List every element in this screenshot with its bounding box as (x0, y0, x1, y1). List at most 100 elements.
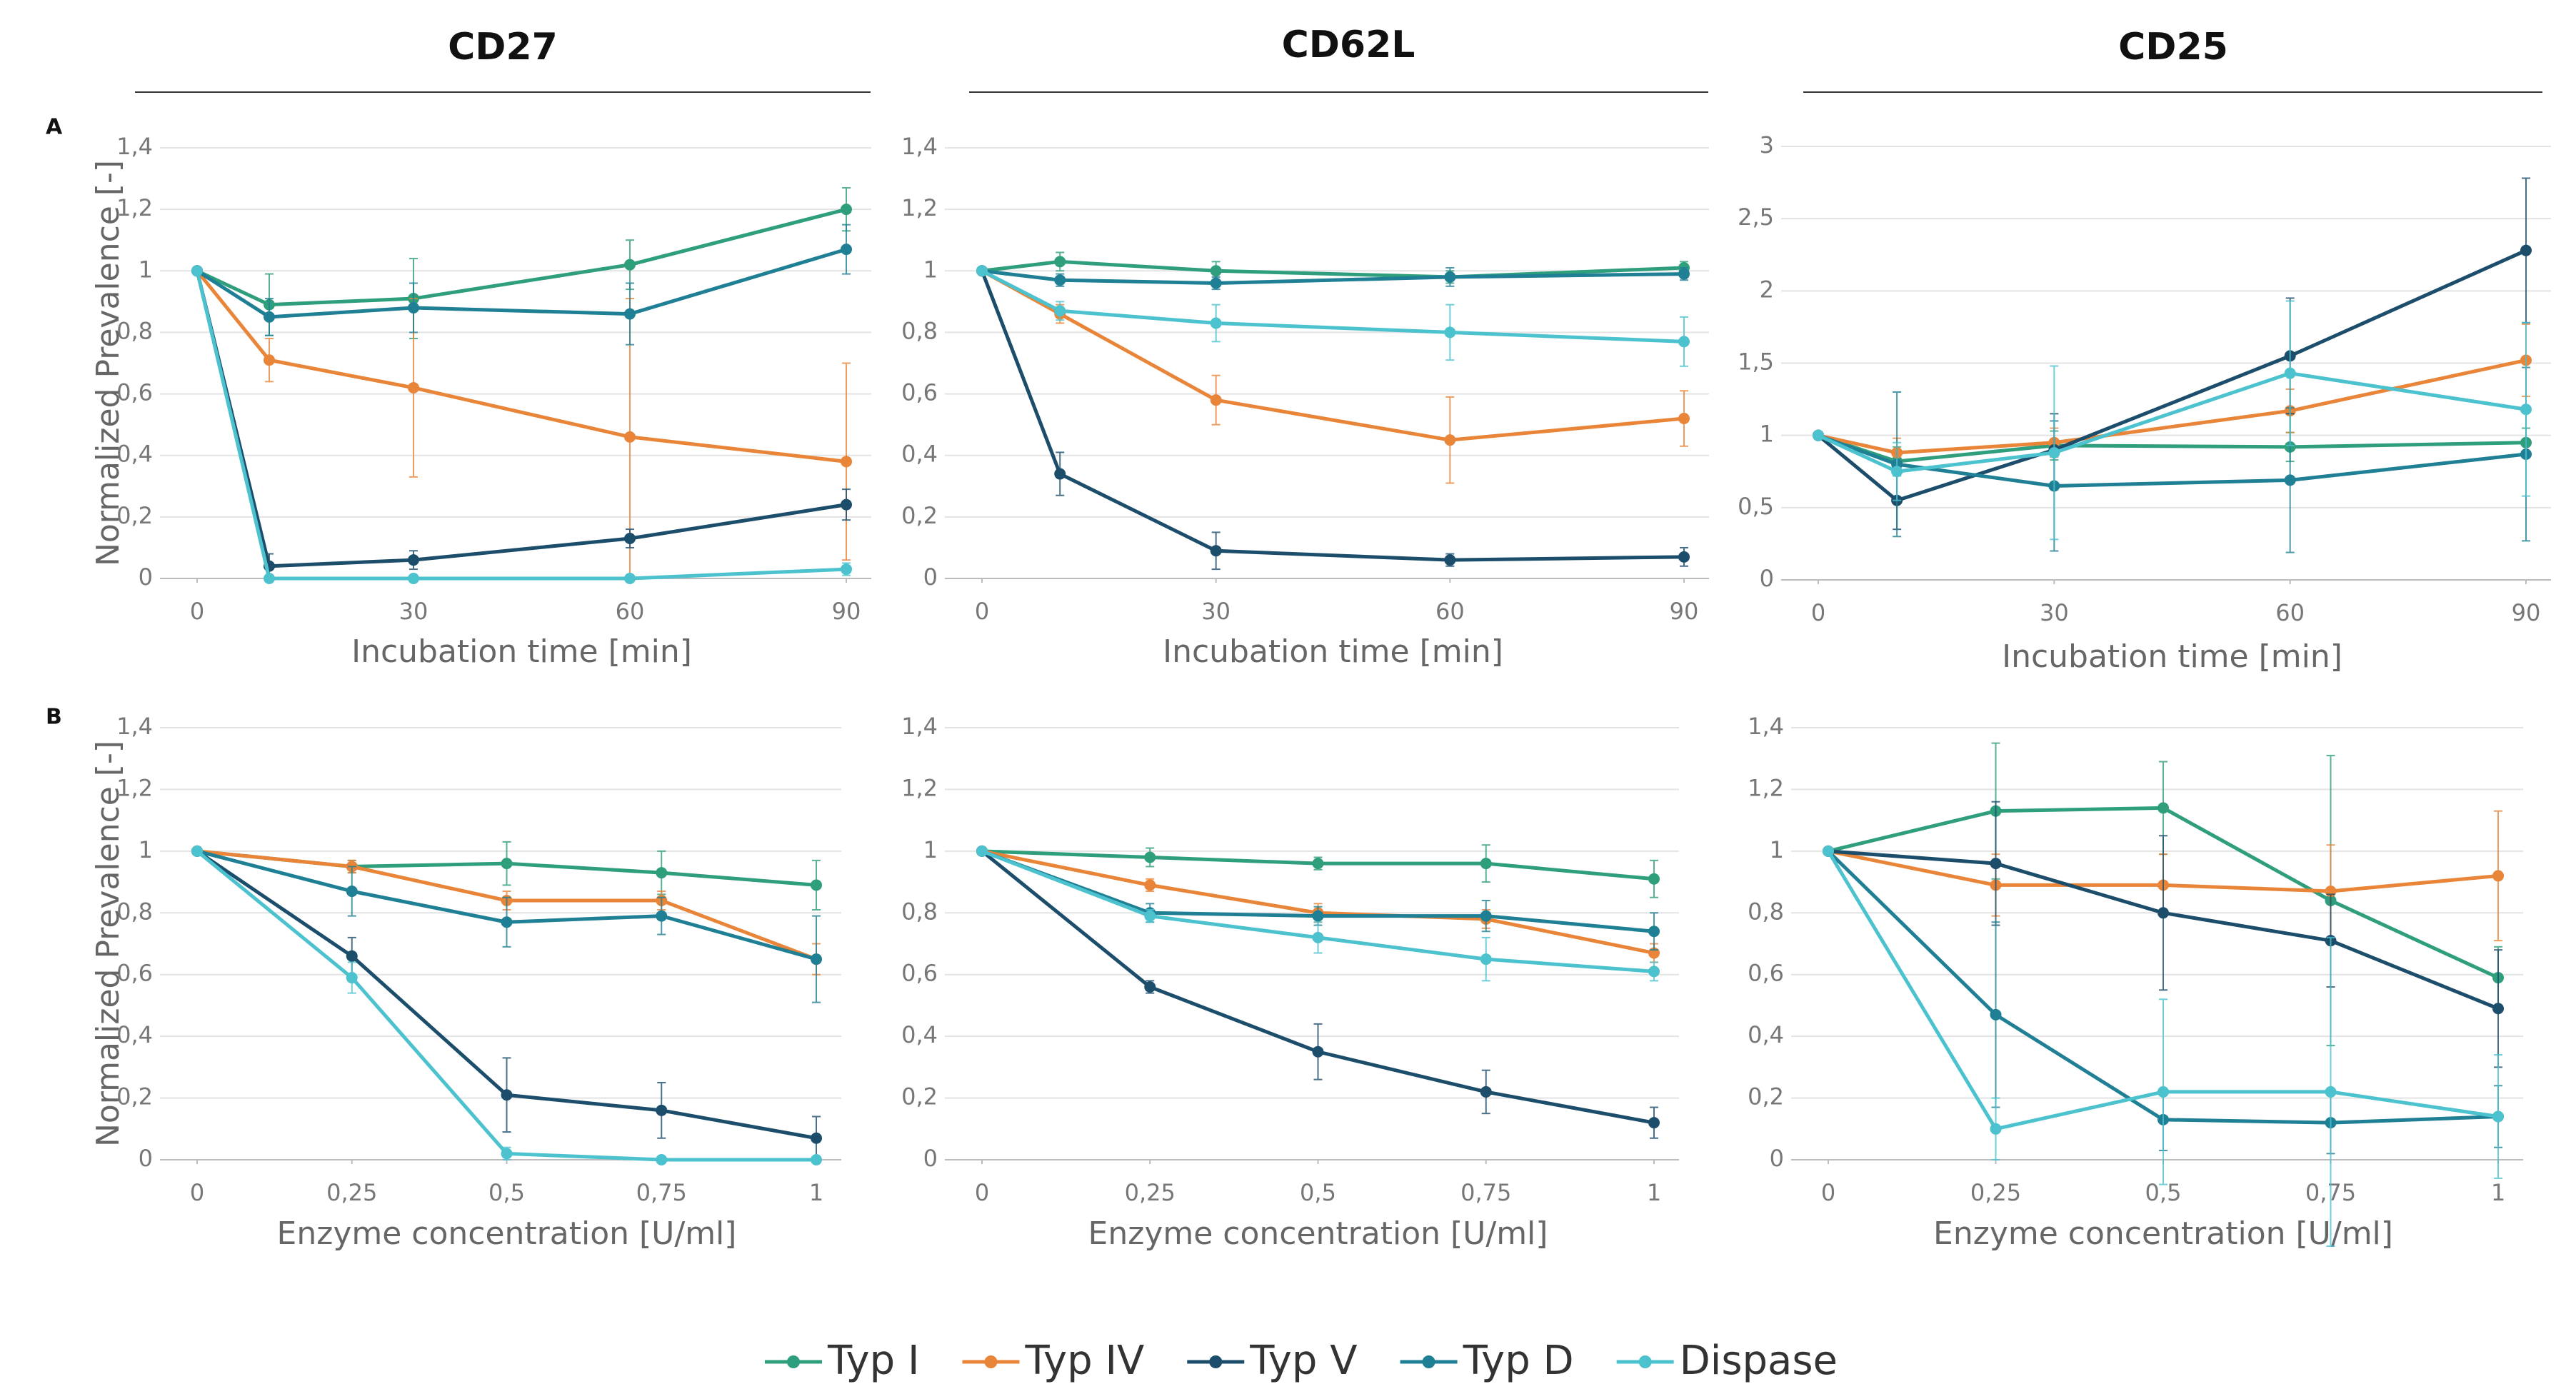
point (1144, 910, 1156, 922)
point (501, 1148, 513, 1160)
series-line (1818, 433, 2527, 463)
x-tick-label: 0,25 (1125, 1179, 1176, 1206)
y-tick-label: 0 (139, 563, 153, 591)
point (2520, 403, 2532, 416)
y-tick-label: 1,5 (1738, 348, 1774, 376)
point (1210, 394, 1222, 406)
legend-item: Typ IV (962, 1338, 1144, 1384)
y-tick-label: 3 (1760, 131, 1774, 159)
legend-label: Typ V (1249, 1338, 1357, 1384)
y-tick-label: 0,4 (116, 1021, 153, 1048)
point (1144, 879, 1156, 891)
y-tick-label: 1,4 (116, 133, 153, 160)
point (624, 533, 636, 545)
point (1678, 268, 1690, 280)
y-tick-label: 0 (1770, 1145, 1784, 1172)
y-tick-label: 0,6 (116, 379, 153, 406)
y-tick-label: 0 (139, 1145, 153, 1172)
point (2520, 244, 2532, 256)
point (501, 916, 513, 928)
y-tick-label: 2,5 (1738, 204, 1774, 231)
point (656, 867, 668, 879)
point (1054, 256, 1066, 268)
x-tick-label: 0,5 (488, 1179, 525, 1206)
point (1648, 1117, 1660, 1129)
point (1210, 265, 1222, 277)
y-tick-label: 1 (923, 256, 938, 283)
point (408, 301, 419, 314)
point (1813, 429, 1824, 441)
point (1990, 1123, 2002, 1135)
point (2492, 1003, 2504, 1015)
point (1312, 1045, 1324, 1058)
x-tick-label: 30 (1201, 598, 1231, 625)
point (264, 311, 275, 323)
point (2048, 446, 2060, 458)
x-tick-label: 0 (190, 598, 204, 625)
series-line (1817, 371, 2527, 473)
point (841, 204, 852, 216)
point (2157, 802, 2169, 814)
legend-marker (984, 1355, 998, 1368)
y-tick-label: 1 (923, 836, 938, 863)
point (408, 573, 419, 584)
legend-item: Dispase (1616, 1338, 1838, 1384)
x-axis-label: Enzyme concentration [U/ml] (277, 1215, 737, 1252)
series-line (1818, 358, 2527, 455)
point (408, 381, 419, 393)
point (1144, 851, 1156, 863)
point (811, 879, 822, 891)
point (1444, 271, 1456, 283)
legend-item: Typ I (764, 1338, 919, 1384)
legend-label: Dispase (1680, 1338, 1838, 1384)
point (1678, 551, 1690, 563)
point (841, 456, 852, 468)
y-tick-label: 0,4 (901, 441, 938, 468)
point (1678, 413, 1690, 425)
legend-marker (1422, 1355, 1435, 1368)
legend-item: Typ D (1400, 1338, 1574, 1384)
y-tick-label: 0 (923, 563, 938, 591)
y-tick-label: 0,5 (1738, 493, 1774, 520)
point (656, 1104, 668, 1116)
point (2157, 1085, 2169, 1098)
y-axis-label: Normalized Prevalence [-] (90, 160, 126, 566)
x-tick-label: 60 (616, 598, 645, 625)
y-tick-label: 1 (1760, 421, 1774, 448)
x-axis-label: Enzyme concentration [U/ml] (1933, 1215, 2393, 1252)
y-tick-label: 0,8 (116, 317, 153, 344)
y-tick-label: 1 (139, 836, 153, 863)
point (1312, 931, 1324, 943)
y-tick-label: 0,8 (901, 317, 938, 344)
x-tick-label: 0 (190, 1179, 204, 1206)
series-line (981, 269, 1685, 442)
point (811, 953, 822, 966)
y-tick-label: 0,2 (901, 502, 938, 529)
point (656, 910, 668, 922)
x-tick-label: 0,75 (636, 1179, 687, 1206)
point (346, 950, 358, 962)
point (191, 845, 203, 857)
point (1480, 1085, 1492, 1098)
point (264, 354, 275, 366)
y-tick-label: 0,2 (1748, 1083, 1784, 1110)
point (811, 1154, 822, 1165)
y-tick-label: 0,8 (1748, 898, 1784, 925)
point (841, 498, 852, 511)
point (624, 431, 636, 443)
x-axis-label: Enzyme concentration [U/ml] (1088, 1215, 1548, 1252)
x-tick-label: 60 (2275, 599, 2305, 626)
point (1823, 845, 1834, 857)
point (1444, 554, 1456, 566)
y-tick-label: 1,2 (901, 194, 938, 221)
y-tick-label: 1 (1770, 836, 1784, 863)
point (1210, 545, 1222, 557)
y-tick-label: 1,2 (1748, 774, 1784, 801)
row-label: B (46, 705, 62, 730)
y-tick-label: 0,8 (116, 898, 153, 925)
y-tick-label: 0,2 (901, 1083, 938, 1110)
y-tick-label: 1,2 (116, 774, 153, 801)
x-tick-label: 0,25 (326, 1179, 377, 1206)
series-line (1817, 249, 2527, 503)
